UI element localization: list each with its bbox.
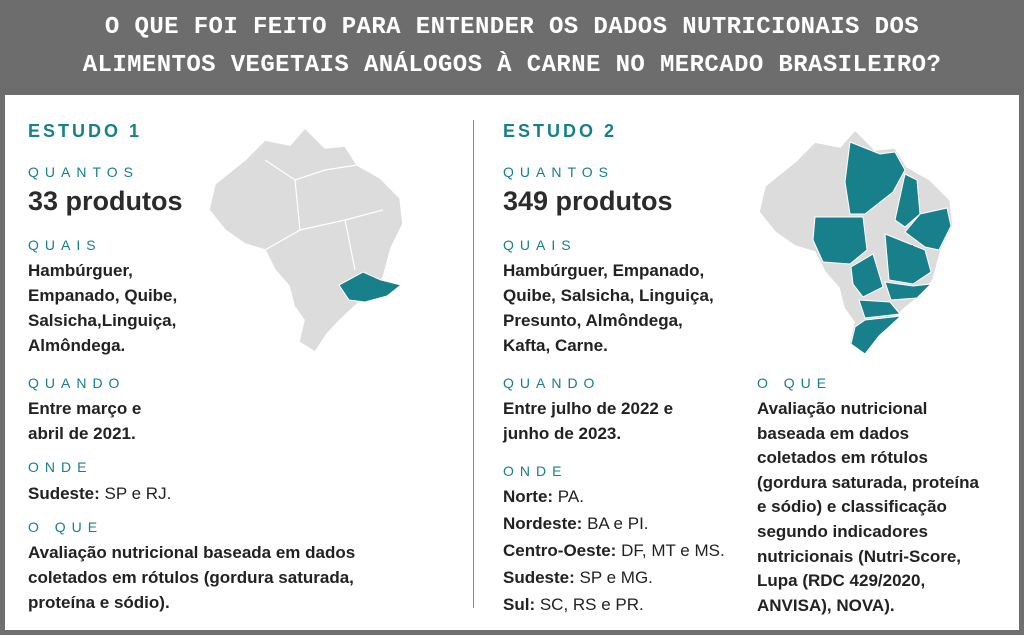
header: O QUE FOI FEITO PARA ENTENDER OS DADOS N… [0, 0, 1024, 95]
region-name: Norte: [503, 487, 554, 506]
method-line: nutricionais (Nutri-Score, [757, 546, 962, 566]
map-study-1 [208, 127, 404, 353]
method-line: coletados em rótulos [757, 448, 928, 468]
region-name: Sudeste: [28, 484, 100, 503]
title-line: ALIMENTOS VEGETAIS ANÁLOGOS À CARNE NO M… [82, 52, 942, 79]
method-line: Avaliação nutricional [757, 399, 928, 418]
products-line: Empanado, Quibe, [28, 286, 178, 305]
region-states: PA. [557, 487, 584, 506]
map-study-2 [758, 129, 954, 355]
section-label: QUANTOS [503, 164, 614, 180]
method-line: segundo indicadores [757, 522, 928, 541]
products-line: Almôndega. [28, 336, 126, 355]
section-label: QUAIS [28, 237, 102, 253]
region-row: Sudeste: SP e RJ. [28, 484, 171, 504]
region-row: Nordeste: BA e PI. [503, 514, 649, 534]
region-name: Sudeste: [503, 568, 575, 587]
products-line: Kafta, Carne. [503, 336, 608, 355]
section-label: QUANTOS [28, 164, 139, 180]
method-line: Avaliação nutricional baseada em dados [28, 543, 356, 562]
title-line: O QUE FOI FEITO PARA ENTENDER OS DADOS N… [104, 14, 920, 41]
method-line: Lupa (RDC 429/2020, [757, 571, 926, 591]
section-label: QUAIS [503, 237, 577, 253]
region-row: Norte: PA. [503, 487, 584, 507]
region-name: Centro-Oeste: [503, 541, 617, 560]
region-states: SP e RJ. [104, 484, 172, 503]
divider [473, 120, 474, 608]
study-title: ESTUDO 1 [28, 121, 143, 141]
region-states: BA e PI. [587, 514, 649, 533]
period-line: junho de 2023. [503, 423, 622, 443]
section-label: ONDE [503, 463, 568, 479]
region-states: DF, MT e MS. [621, 541, 725, 560]
region-row: Centro-Oeste: DF, MT e MS. [503, 541, 725, 561]
products-line: Presunto, Almôndega, [503, 311, 683, 330]
region-states: SC, RS e PR. [539, 595, 644, 614]
method-line: e sódio) e classificação [757, 497, 947, 517]
method-line: baseada em dados [757, 423, 910, 443]
product-count: 349 produtos [503, 186, 673, 216]
method-line: proteína e sódio). [28, 593, 170, 612]
region-name: Sul: [503, 595, 536, 614]
region-row: Sudeste: SP e MG. [503, 568, 653, 588]
region-name: Nordeste: [503, 514, 583, 533]
region-states: SP e MG. [579, 568, 653, 587]
method-line: ANVISA), NOVA). [757, 595, 895, 615]
products-line: Hambúrguer, [28, 261, 133, 280]
section-label: O QUE [28, 519, 104, 535]
section-label: QUANDO [28, 375, 126, 391]
region-row: Sul: SC, RS e PR. [503, 595, 644, 615]
section-label: QUANDO [503, 375, 601, 391]
method-line: coletados em rótulos (gordura saturada, [28, 568, 354, 587]
section-label: O QUE [757, 375, 833, 391]
products-line: Quibe, Salsicha, Linguiça, [503, 286, 714, 305]
section-label: ONDE [28, 459, 93, 475]
period-line: Entre março e [28, 399, 142, 418]
period-line: Entre julho de 2022 e [503, 399, 674, 418]
study-title: ESTUDO 2 [503, 121, 618, 141]
products-line: Hambúrguer, Empanado, [503, 261, 705, 280]
method-line: (gordura saturada, proteína [757, 472, 979, 492]
products-line: Salsicha,Linguiça, [28, 311, 177, 330]
period-line: abril de 2021. [28, 423, 136, 443]
product-count: 33 produtos [28, 186, 183, 216]
